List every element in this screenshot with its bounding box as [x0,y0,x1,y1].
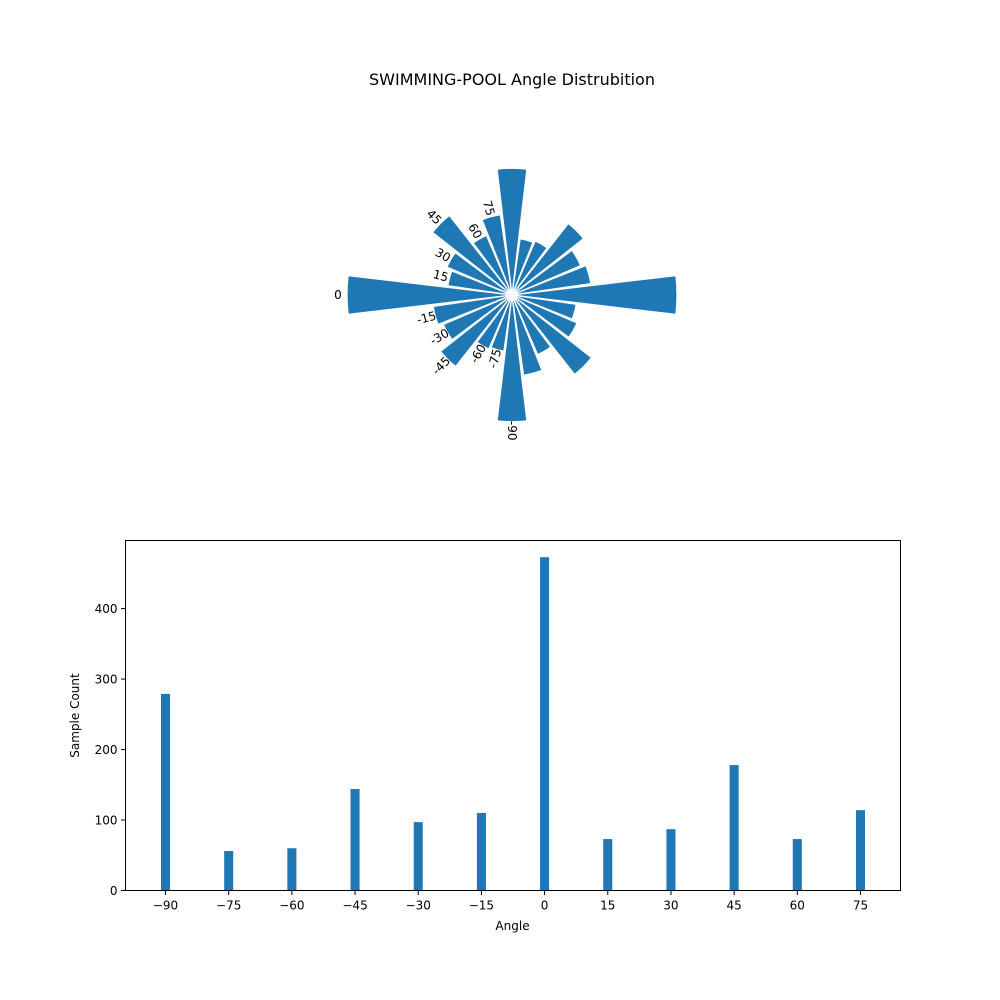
x-tick-label: −30 [406,899,431,913]
x-tick-label: 15 [600,899,615,913]
x-tick-label: −15 [469,899,494,913]
bar-series [160,557,866,891]
y-tick-label: 100 [95,814,118,828]
bar-chart: −90 −75 −60 −45 −30 −15 0 15 30 45 60 75 0 100 200 300… [68,540,901,933]
bar--60 [287,848,297,891]
y-axis-label: Sample Count [68,673,82,758]
x-tick-label: 30 [663,899,678,913]
polar-label--15: -15 [415,309,438,328]
polar-wedge-30 [446,251,513,296]
polar-wedge-30-mirror [511,294,578,339]
x-tick-label: 45 [726,899,741,913]
polar-wedge-75-mirror [511,294,543,376]
x-tick-label: −90 [153,899,178,913]
polar-wedge-45 [431,214,513,296]
bar-60 [792,839,802,891]
polar-wedge--60 [476,294,513,350]
bar--90 [160,693,171,891]
bar-45 [729,765,739,891]
x-tick-label: −75 [216,899,241,913]
polar-wedge--30 [442,294,513,341]
polar-label-15: 15 [431,267,449,284]
polar-wedge--45 [439,294,513,368]
polar-label-60: 60 [465,221,485,241]
x-tick-label: 75 [853,899,868,913]
y-tick-label: 200 [95,743,118,757]
x-tick-label: −60 [279,899,304,913]
polar-wedge-15-mirror [511,294,577,320]
polar-wedge-15 [447,270,513,296]
bar-30 [666,829,676,891]
polar-wedge-0-mirror [511,274,678,316]
polar-label-75: 75 [480,199,497,217]
polar-wedge--15-mirror [511,264,592,296]
polar-wedge-45-mirror [511,294,593,376]
polar-wedge-60-mirror [511,294,552,356]
x-axis: −90 −75 −60 −45 −30 −15 0 15 30 45 60 75 [153,890,868,913]
polar-wedge--30-mirror [511,249,582,296]
polar-label--90: -90 [505,421,519,441]
bar--45 [350,789,360,891]
y-axis: 0 100 200 300 400 [95,602,126,898]
polar-wedge-75 [481,214,513,296]
x-tick-label: 60 [790,899,805,913]
y-tick-label: 0 [110,884,118,898]
polar-label--75: -75 [486,347,505,370]
polar-wedge--90-mirror [496,167,528,296]
bar-15 [603,839,613,891]
polar-wedge--45-mirror [511,222,585,296]
polar-wedge-0 [346,274,513,316]
x-tick-label: 0 [541,899,549,913]
polar-wedge-60 [472,234,513,296]
bar--75 [224,851,234,891]
polar-wedge--15 [432,294,513,326]
polar-label-30: 30 [433,245,453,265]
chart-title: SWIMMING-POOL Angle Distrubition [369,70,655,89]
polar-wedge--90 [496,294,528,423]
y-tick-label: 300 [95,673,118,687]
x-tick-label: −45 [342,899,367,913]
polar-wedge--75 [490,294,513,352]
bar--30 [413,822,423,891]
bar--15 [476,812,486,891]
polar-wedge--60-mirror [511,240,548,296]
x-axis-label: Angle [495,919,529,933]
bar-0 [540,557,550,891]
polar-label-0: 0 [334,288,342,302]
plot-frame [125,540,901,891]
y-tick-label: 400 [95,602,118,616]
polar-wedge--75-mirror [511,238,534,296]
bar-75 [855,810,866,891]
